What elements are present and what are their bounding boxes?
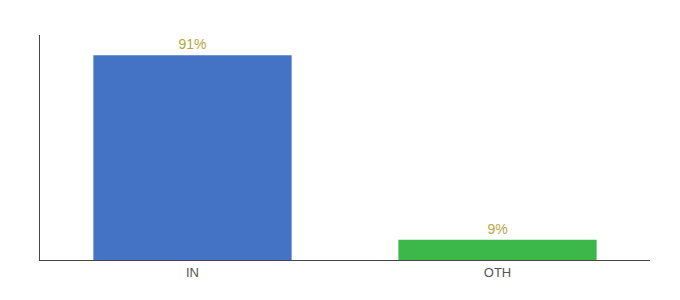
svg-text:IN: IN <box>186 265 199 280</box>
svg-text:91%: 91% <box>178 36 206 52</box>
svg-text:OTH: OTH <box>484 265 511 280</box>
svg-text:9%: 9% <box>487 221 507 237</box>
